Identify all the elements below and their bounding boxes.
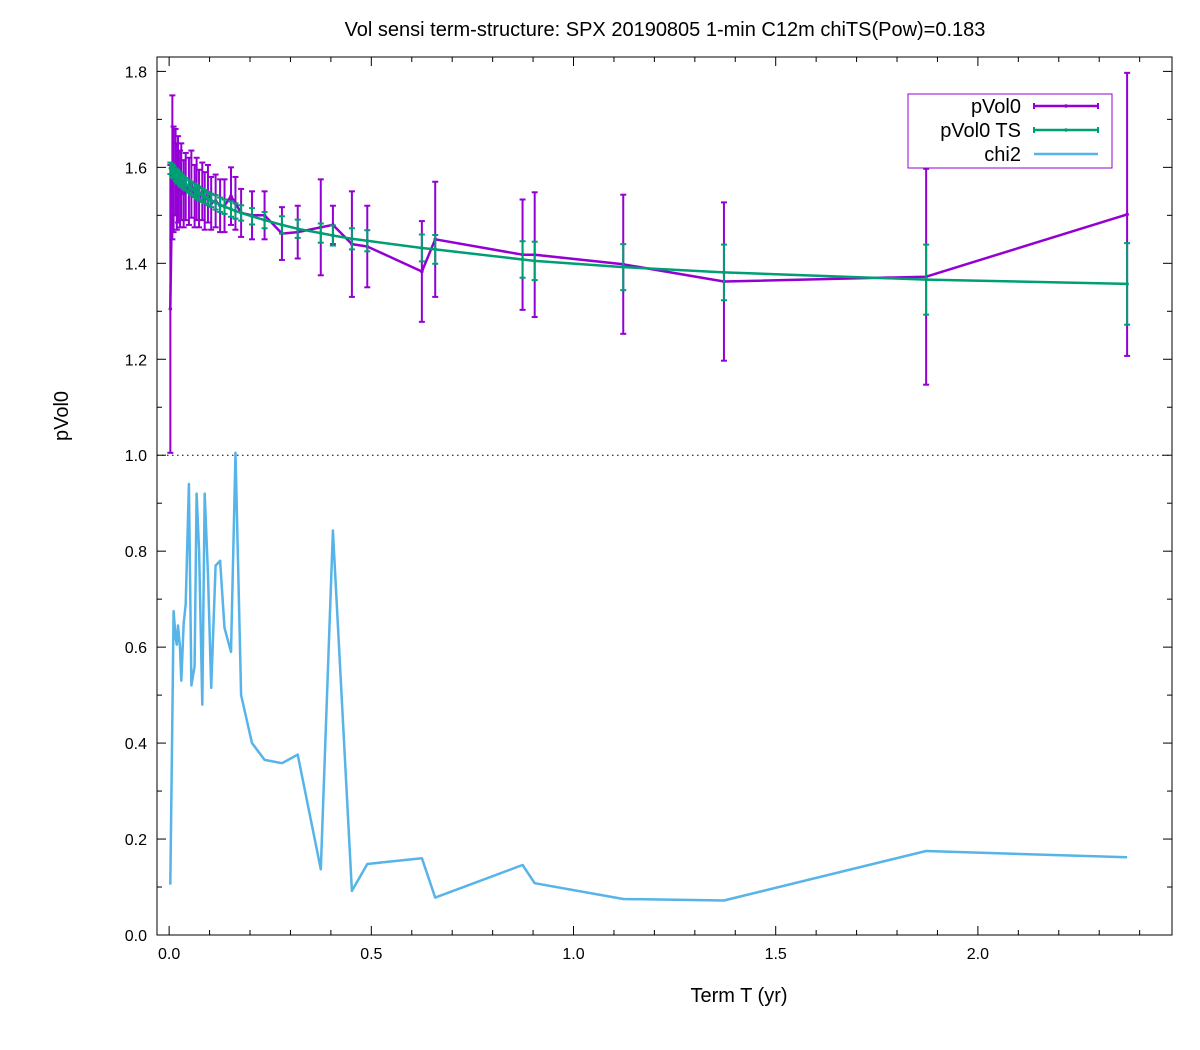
legend-swatch-point [1064, 104, 1068, 108]
data-point [331, 233, 335, 238]
series-line [169, 167, 1128, 286]
data-point [318, 231, 323, 235]
y-tick-label: 0.6 [125, 640, 147, 657]
data-point [532, 259, 537, 263]
y-tick-label: 1.2 [125, 352, 147, 369]
data-point [218, 202, 222, 207]
y-tick-label: 1.4 [125, 256, 147, 273]
x-tick-label: 2.0 [967, 946, 989, 963]
y-tick-label: 0.4 [125, 736, 147, 753]
data-point [189, 186, 194, 191]
x-tick-label: 0.0 [158, 946, 180, 963]
series-line [169, 166, 1128, 309]
data-point [250, 214, 254, 219]
series-chi2 [169, 451, 1128, 902]
data-point [1125, 282, 1129, 286]
data-point [239, 211, 243, 215]
data-point [621, 265, 626, 269]
y-tick-label: 1.8 [125, 64, 147, 81]
series-line [169, 451, 1128, 902]
y-axis-label: pVol0 [51, 391, 73, 441]
data-point [1125, 212, 1129, 217]
data-point [213, 200, 218, 205]
data-point [209, 198, 213, 203]
data-point [171, 170, 176, 174]
data-point [229, 194, 233, 198]
data-point [229, 207, 233, 211]
data-point [262, 218, 267, 222]
data-point [722, 270, 726, 275]
y-tick-label: 1.0 [125, 448, 147, 465]
data-point [187, 184, 191, 189]
data-point [350, 237, 354, 241]
chart-title: Vol sensi term-structure: SPX 20190805 1… [345, 19, 986, 41]
legend-label: chi2 [984, 144, 1021, 166]
data-point [295, 226, 300, 231]
legend-label: pVol0 TS [940, 120, 1021, 142]
x-tick-label: 1.5 [765, 946, 787, 963]
data-point [233, 209, 238, 213]
data-point [181, 191, 186, 196]
x-tick-label: 1.0 [562, 946, 584, 963]
data-point [924, 277, 928, 282]
data-point [168, 166, 173, 171]
x-tick-label: 0.5 [360, 946, 382, 963]
data-point [206, 196, 210, 201]
data-point [168, 307, 173, 311]
data-point [202, 194, 207, 199]
y-tick-label: 0.8 [125, 544, 147, 561]
data-point [197, 191, 201, 196]
series-pvol0-ts [167, 161, 1131, 326]
plot-area: 0.0 0.2 0.4 0.6 0.8 1.0 1.2 1.4 1.6 1.8 0.0 0.5 1.0 1… [125, 56, 1173, 963]
data-point [222, 204, 227, 209]
y-tick-label: 0.2 [125, 832, 147, 849]
plot-frame [156, 56, 1173, 936]
data-point [179, 178, 184, 183]
data-point [433, 247, 438, 252]
y-tick-label: 0.0 [125, 928, 147, 945]
x-axis-label: Term T (yr) [690, 985, 787, 1007]
legend-label: pVol0 [971, 96, 1021, 118]
data-point [420, 269, 424, 274]
data-point [365, 238, 370, 243]
data-point [420, 246, 424, 250]
y-tick-label: 1.6 [125, 160, 147, 177]
data-point [280, 223, 284, 227]
data-point [520, 257, 525, 262]
legend-swatch-point [1064, 128, 1068, 132]
data-point [183, 182, 188, 186]
